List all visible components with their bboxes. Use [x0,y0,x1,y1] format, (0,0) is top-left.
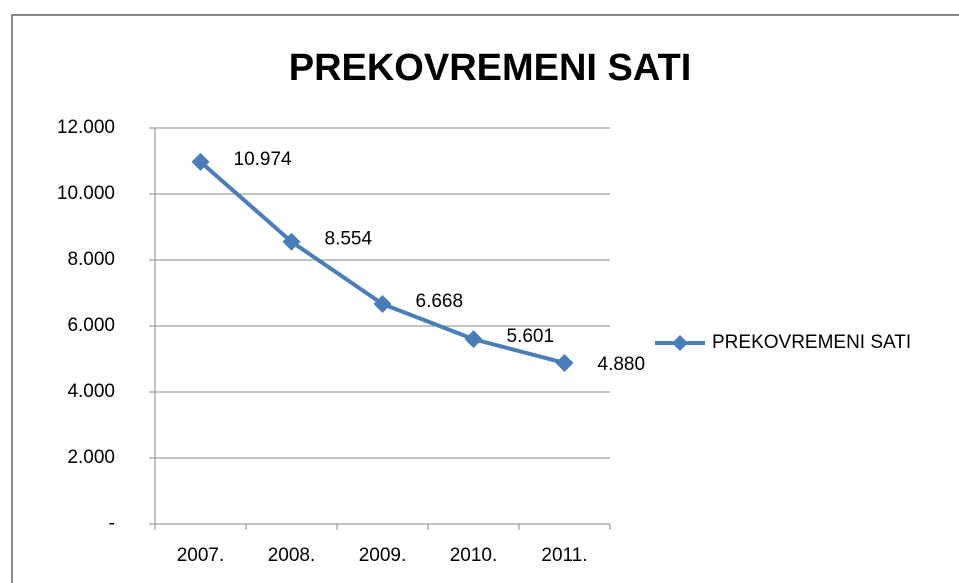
x-tick-label: 2008. [268,545,316,566]
data-label: 6.668 [416,291,464,312]
data-marker [282,232,301,251]
data-marker [191,152,210,171]
y-tick-label: 4.000 [67,381,115,402]
y-tick-label: 8.000 [67,249,115,270]
y-tick-label: 12.000 [57,117,115,138]
data-label: 10.974 [234,149,293,170]
data-label: 5.601 [507,326,555,347]
data-marker [373,294,392,313]
data-label: 8.554 [325,229,373,250]
y-tick-label: 10.000 [57,183,115,204]
chart-title: PREKOVREMENI SATI [289,47,692,89]
legend-marker [672,335,688,351]
chart-frame [11,14,959,583]
legend-label: PREKOVREMENI SATI [712,332,911,353]
x-tick-label: 2010. [450,545,498,566]
x-tick-label: 2011. [541,545,587,566]
x-tick-label: 2009. [359,545,407,566]
x-tick-label: 2007. [177,545,225,566]
y-tick-label: 6.000 [67,315,115,336]
y-tick-label: 2.000 [67,447,115,468]
data-marker [555,353,574,372]
y-tick-label: - [109,513,115,534]
data-label: 4.880 [598,354,646,375]
data-marker [464,330,483,349]
